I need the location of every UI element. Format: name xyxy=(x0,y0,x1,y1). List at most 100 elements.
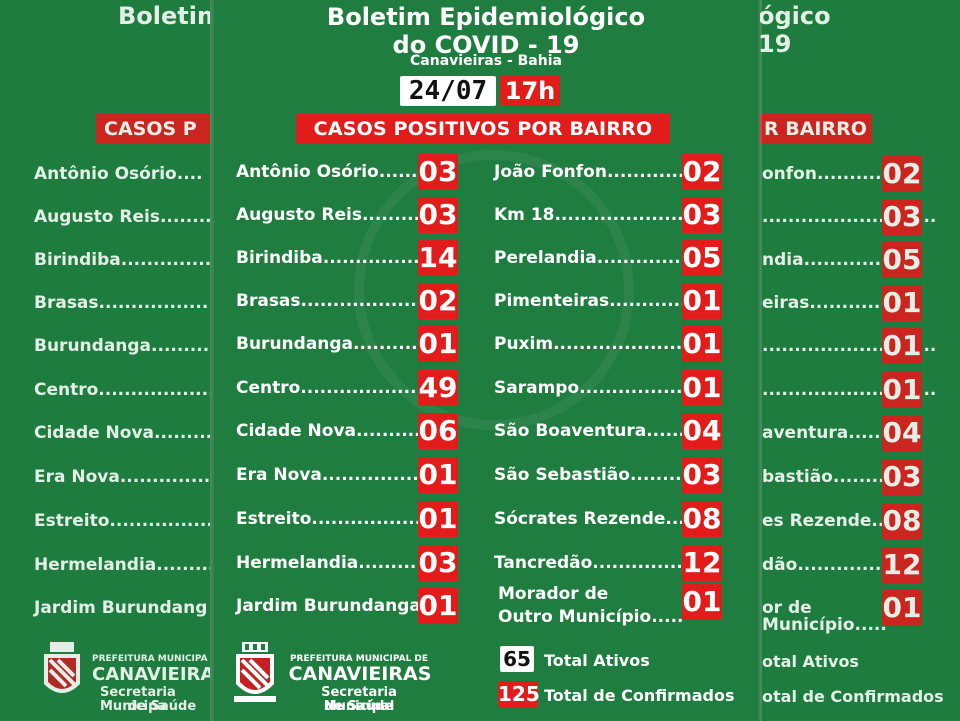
logo-line3: Secretaria Municipal xyxy=(321,685,397,714)
neighborhood-row: Jardim Burundanga 01 xyxy=(236,587,458,625)
case-count: 08 xyxy=(882,503,922,539)
neighborhood-name: aventura...... xyxy=(762,423,888,443)
neighborhood-name: eiras............ xyxy=(762,293,887,313)
case-count: 04 xyxy=(682,413,722,449)
case-count: 02 xyxy=(882,156,922,192)
left-duplicate-panel: Boletim CASOS P Antônio Osório.... August… xyxy=(0,0,210,721)
neighborhood-row: Brasas.................... 02 xyxy=(236,282,458,320)
right-duplicate-row: or de 01 xyxy=(762,589,922,627)
case-count: 01 xyxy=(882,285,922,321)
case-count: 01 xyxy=(682,326,722,362)
neighborhood-name: dão............... xyxy=(762,555,895,575)
neighborhood-name: Sarampo.................. xyxy=(494,378,696,398)
left-duplicate-row: Cidade Nova......... xyxy=(34,414,210,452)
case-count: 08 xyxy=(682,501,722,537)
case-count: 01 xyxy=(882,328,922,364)
left-duplicate-row: Centro.................... xyxy=(34,371,210,409)
left-duplicate-row: Augusto Reis......... xyxy=(34,198,210,236)
case-count: 03 xyxy=(418,545,458,581)
neighborhood-name: Tancredão............... xyxy=(494,553,690,573)
left-logo-line3: Secretaria Municipa xyxy=(100,685,176,714)
case-count: 01 xyxy=(418,588,458,624)
right-duplicate-row: ........................... 01 xyxy=(762,371,936,409)
bulletin-date: 24/07 xyxy=(400,76,496,106)
neighborhood-name: ndia.............. xyxy=(762,250,894,270)
right-heading-fragment: R BAIRRO xyxy=(760,114,872,144)
right-title-fragment-2: 19 xyxy=(760,30,792,58)
right-total-confirmed-fragment: otal de Confirmados xyxy=(762,687,944,706)
case-count: 02 xyxy=(418,283,458,319)
neighborhood-row: Estreito.................. 01 xyxy=(236,500,458,538)
neighborhood-row: Tancredão............... 12 xyxy=(494,544,722,582)
main-bulletin-panel: Boletim Epidemiológico do COVID - 19 Can… xyxy=(214,0,758,721)
case-count: 03 xyxy=(882,459,922,495)
neighborhood-name: Birindiba............... xyxy=(34,250,210,270)
neighborhood-name: Hermelandia.......... xyxy=(236,553,423,573)
case-count: 03 xyxy=(418,197,458,233)
case-count: 01 xyxy=(418,501,458,537)
neighborhood-name: or de xyxy=(762,598,812,618)
right-duplicate-row: onfon............ 02 xyxy=(762,155,922,193)
neighborhood-row: Era Nova................ 01 xyxy=(236,456,458,494)
case-count: 01 xyxy=(882,372,922,408)
neighborhood-row: Augusto Reis........... 03 xyxy=(236,196,458,234)
right-duplicate-row: ndia.............. 05 xyxy=(762,241,922,279)
watermark-emblem-icon xyxy=(354,150,634,430)
neighborhood-name: Pimenteiras............ xyxy=(494,291,687,311)
left-duplicate-row: Burundanga.......... xyxy=(34,327,210,365)
left-logo-line4: de Saúde xyxy=(128,699,197,714)
neighborhood-name: Birindiba................ xyxy=(236,248,427,268)
right-total-active-fragment: otal Ativos xyxy=(762,652,859,671)
neighborhood-name: Brasas.................... xyxy=(236,291,430,311)
total-active-value: 65 xyxy=(500,646,534,672)
coat-of-arms-icon xyxy=(234,642,276,702)
neighborhood-name: onfon............ xyxy=(762,164,895,184)
neighborhood-name: Cidade Nova......... xyxy=(34,423,210,443)
neighborhood-name: Burundanga.......... xyxy=(34,336,210,356)
neighborhood-name: São Boaventura...... xyxy=(494,421,685,441)
left-duplicate-row: Birindiba............... xyxy=(34,241,210,279)
neighborhood-row: Hermelandia.......... 03 xyxy=(236,544,458,582)
case-count: 05 xyxy=(882,242,922,278)
case-count: 01 xyxy=(418,326,458,362)
case-count: 14 xyxy=(418,240,458,276)
right-duplicate-row: dão............... 12 xyxy=(762,546,922,584)
case-count: 49 xyxy=(418,370,458,406)
total-confirmed-label: Total de Confirmados xyxy=(544,686,735,705)
neighborhood-name: Km 18....................... xyxy=(494,205,703,225)
right-duplicate-row: eiras............ 01 xyxy=(762,284,922,322)
neighborhood-name: Brasas.................... xyxy=(34,293,210,313)
right-duplicate-row-tail: Município..... xyxy=(762,606,887,644)
neighborhood-row: Pimenteiras............ 01 xyxy=(494,282,722,320)
neighborhood-row: Km 18....................... 03 xyxy=(494,196,722,234)
case-count: 02 xyxy=(682,154,722,190)
right-duplicate-row: ........................... 01 xyxy=(762,327,936,365)
case-count: 04 xyxy=(882,415,922,451)
neighborhood-name: Centro..................... xyxy=(236,378,436,398)
neighborhood-name: Augusto Reis......... xyxy=(34,207,210,227)
neighborhood-name: Antônio Osório...... xyxy=(236,162,418,182)
neighborhood-row: Puxim....................... 01 xyxy=(494,325,722,363)
neighborhood-name: Estreito.................. xyxy=(34,511,210,531)
section-heading: CASOS POSITIVOS POR BAIRRO xyxy=(296,114,670,144)
neighborhood-row: Antônio Osório...... 03 xyxy=(236,153,458,191)
case-count: 05 xyxy=(682,240,722,276)
right-divider xyxy=(758,0,762,721)
neighborhood-name: Era Nova............... xyxy=(34,467,210,487)
case-count: 01 xyxy=(682,370,722,406)
neighborhood-row: São Boaventura...... 04 xyxy=(494,412,722,450)
case-count: 12 xyxy=(682,545,722,581)
case-count: 03 xyxy=(682,457,722,493)
right-duplicate-row: ........................... 03 xyxy=(762,198,936,236)
neighborhood-row: Cidade Nova.......... 06 xyxy=(236,412,458,450)
neighborhood-name: Puxim....................... xyxy=(494,334,702,354)
case-count: 12 xyxy=(882,547,922,583)
left-heading-fragment: CASOS P xyxy=(96,114,210,144)
neighborhood-name: Era Nova................ xyxy=(236,465,426,485)
logo-line1: PREFEITURA MUNICIPAL DE xyxy=(289,654,429,664)
case-count: 03 xyxy=(882,199,922,235)
neighborhood-row: Sarampo.................. 01 xyxy=(494,369,722,407)
neighborhood-row: Burundanga........... 01 xyxy=(236,325,458,363)
right-duplicate-row: es Rezende.... 08 xyxy=(762,502,922,540)
